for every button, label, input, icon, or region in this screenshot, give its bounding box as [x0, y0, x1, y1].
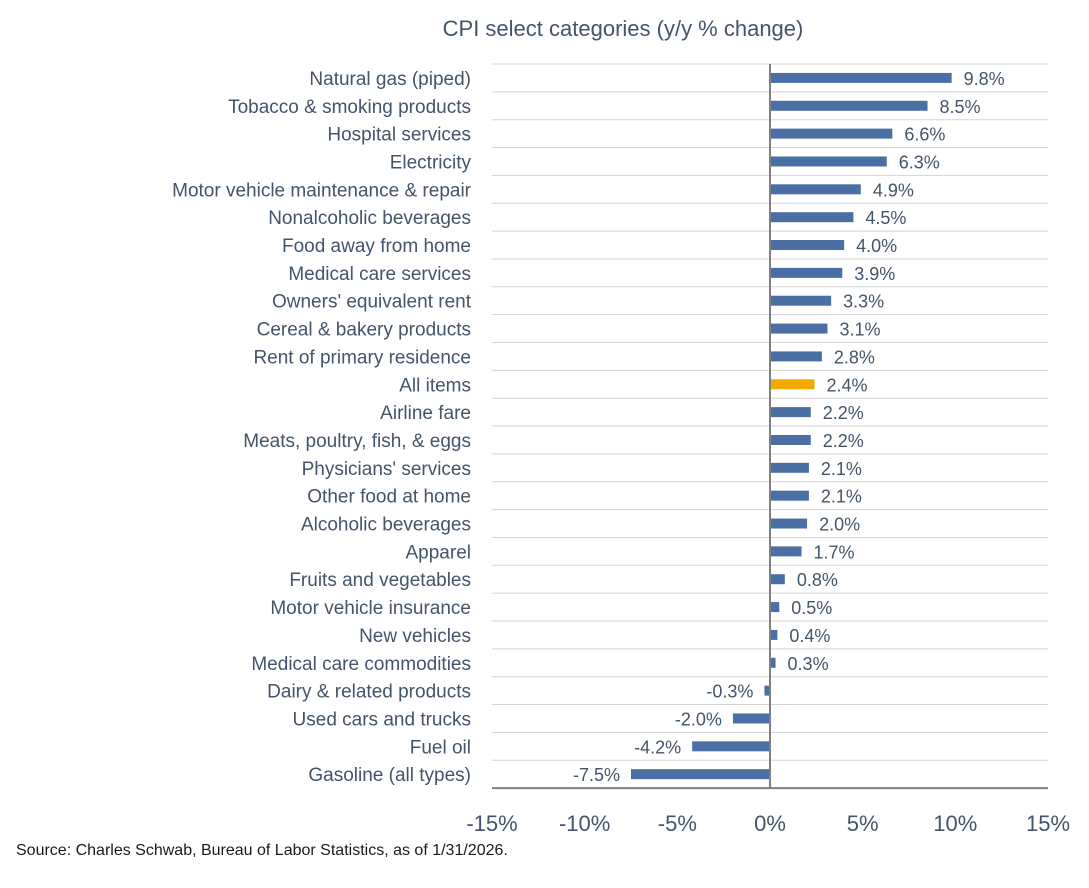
value-label: 2.2% [823, 431, 864, 451]
bar [770, 184, 861, 195]
value-label: -0.3% [706, 682, 753, 702]
category-label: Tobacco & smoking products [228, 97, 471, 118]
x-tick-labels: -15% -10% -5% 0% 5% 10% 15% [466, 811, 1070, 836]
axes [492, 64, 1048, 790]
value-labels: 9.8% 8.5% 6.6% 6.3% 4.9% 4.5% 4.0% 3.9% 3.3% 3.1%… [573, 69, 1005, 785]
category-label: Electricity [390, 152, 472, 173]
category-label: Used cars and trucks [293, 709, 471, 730]
bar [770, 574, 785, 585]
category-label: All items [399, 375, 471, 396]
bar [770, 267, 843, 278]
bar [770, 100, 928, 111]
value-label: 6.3% [899, 152, 940, 172]
bar [770, 379, 815, 390]
x-tick-label: 15% [1026, 811, 1070, 836]
value-label: 6.6% [904, 125, 945, 145]
value-label: 4.9% [873, 180, 914, 200]
value-label: 1.7% [814, 542, 855, 562]
bar [732, 713, 770, 724]
bar [770, 323, 828, 334]
value-label: 2.0% [819, 515, 860, 535]
category-label: Rent of primary residence [253, 347, 471, 368]
bar [770, 156, 887, 167]
category-label: Hospital services [327, 125, 471, 146]
bar [770, 546, 802, 557]
x-tick-label: 0% [754, 811, 786, 836]
value-label: 3.3% [843, 292, 884, 312]
category-label: Owners' equivalent rent [272, 292, 472, 313]
value-label: -7.5% [573, 765, 620, 785]
bar [770, 434, 811, 445]
bar [770, 462, 809, 473]
category-label: Meats, poultry, fish, & eggs [243, 431, 471, 452]
category-labels: Natural gas (piped) Tobacco & smoking pro… [172, 69, 472, 786]
x-tick-label: -5% [658, 811, 697, 836]
bar [770, 295, 832, 306]
bar [770, 518, 808, 529]
bar [770, 602, 780, 613]
category-label: Motor vehicle maintenance & repair [172, 180, 472, 201]
bar [770, 240, 845, 251]
category-label: New vehicles [359, 626, 471, 647]
bars [631, 72, 952, 780]
category-label: Fuel oil [410, 737, 471, 758]
value-label: -2.0% [675, 709, 722, 729]
value-label: 2.2% [823, 403, 864, 423]
category-label: Natural gas (piped) [309, 69, 471, 90]
bar [692, 741, 770, 752]
bar [770, 212, 854, 223]
category-label: Physicians' services [302, 459, 471, 480]
category-label: Medical care commodities [251, 654, 471, 675]
bar [770, 128, 893, 139]
category-label: Cereal & bakery products [257, 320, 471, 341]
bar [770, 407, 811, 418]
bar [770, 657, 776, 668]
category-label: Motor vehicle insurance [270, 598, 471, 619]
value-label: 0.5% [791, 598, 832, 618]
category-label: Gasoline (all types) [308, 765, 471, 786]
bar [764, 685, 770, 696]
category-label: Food away from home [282, 236, 471, 257]
value-label: 2.1% [821, 459, 862, 479]
x-tick-label: 10% [933, 811, 977, 836]
value-label: 4.0% [856, 236, 897, 256]
category-label: Apparel [406, 542, 472, 563]
bar [770, 629, 778, 640]
value-label: 2.8% [834, 347, 875, 367]
category-label: Other food at home [307, 487, 471, 508]
value-label: 3.9% [854, 264, 895, 284]
source-note: Source: Charles Schwab, Bureau of Labor … [16, 842, 508, 859]
bar [631, 769, 770, 780]
bar [770, 72, 952, 83]
value-label: 0.3% [788, 654, 829, 674]
value-label: 8.5% [940, 97, 981, 117]
bar [770, 351, 822, 362]
x-tick-label: -10% [559, 811, 610, 836]
category-label: Airline fare [380, 403, 471, 424]
category-label: Alcoholic beverages [301, 515, 471, 536]
category-label: Fruits and vegetables [289, 570, 471, 591]
x-tick-label: 5% [847, 811, 879, 836]
value-label: 4.5% [865, 208, 906, 228]
bar [770, 490, 809, 501]
value-label: 0.4% [789, 626, 830, 646]
value-label: 9.8% [964, 69, 1005, 89]
category-label: Medical care services [288, 264, 471, 285]
chart-title: CPI select categories (y/y % change) [443, 16, 804, 41]
value-label: -4.2% [634, 737, 681, 757]
category-label: Dairy & related products [267, 682, 471, 703]
value-label: 3.1% [839, 320, 880, 340]
x-tick-label: -15% [466, 811, 517, 836]
value-label: 2.1% [821, 487, 862, 507]
value-label: 0.8% [797, 570, 838, 590]
category-label: Nonalcoholic beverages [268, 208, 471, 229]
value-label: 2.4% [826, 375, 867, 395]
